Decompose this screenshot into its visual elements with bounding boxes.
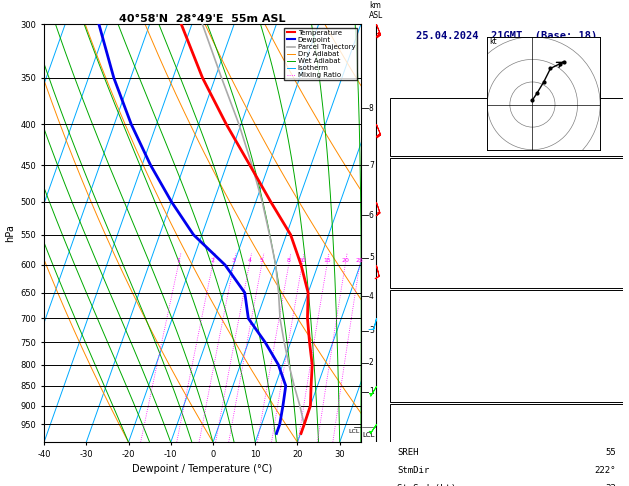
Text: StmSpd (kt): StmSpd (kt) [398,484,457,486]
Title: 40°58'N  28°49'E  55m ASL: 40°58'N 28°49'E 55m ASL [119,14,286,23]
Legend: Temperature, Dewpoint, Parcel Trajectory, Dry Adiabat, Wet Adiabat, Isotherm, Mi: Temperature, Dewpoint, Parcel Trajectory… [284,28,357,80]
Text: 1: 1 [369,387,374,396]
Text: StmDir: StmDir [398,466,430,475]
Text: 6: 6 [369,211,374,220]
Text: 3: 3 [231,258,236,263]
Text: θₑ (K): θₑ (K) [398,333,430,343]
Text: 4: 4 [369,292,374,301]
Bar [391,290,623,402]
Text: 15: 15 [605,105,616,114]
Text: 55: 55 [605,448,616,457]
Text: 418: 418 [599,369,616,379]
Text: Lifted Index: Lifted Index [398,238,462,246]
Text: 244: 244 [599,255,616,264]
Text: Temp (°C): Temp (°C) [398,184,446,192]
Text: Surface: Surface [487,160,525,169]
Text: 975: 975 [599,315,616,325]
Text: 222°: 222° [594,466,616,475]
Text: CIN (J): CIN (J) [398,273,435,282]
Text: 7: 7 [369,160,374,170]
Text: 20: 20 [342,258,349,263]
Text: 25.04.2024  21GMT  (Base: 18): 25.04.2024 21GMT (Base: 18) [416,31,597,40]
Text: Mixing Ratio (g/kg): Mixing Ratio (g/kg) [409,197,418,270]
Text: 33: 33 [605,484,616,486]
Text: 25: 25 [356,258,364,263]
Text: 1: 1 [176,258,181,263]
Text: SREH: SREH [398,448,419,457]
Text: km
ASL: km ASL [369,0,382,20]
Text: 10: 10 [298,258,306,263]
Text: Pressure (mb): Pressure (mb) [398,315,467,325]
Text: PW (cm): PW (cm) [398,141,435,150]
Bar [391,404,623,486]
Text: Totals Totals: Totals Totals [398,123,467,132]
Text: 2: 2 [369,358,374,367]
Bar [391,158,623,288]
Text: Dewp (°C): Dewp (°C) [398,202,446,210]
Text: © weatheronline.co.uk: © weatheronline.co.uk [458,431,555,440]
Text: 322: 322 [599,220,616,228]
Text: Most Unstable: Most Unstable [472,292,542,301]
Text: 8: 8 [369,104,374,113]
Text: LCL: LCL [362,433,375,438]
Text: CAPE (J): CAPE (J) [398,255,440,264]
Text: -3: -3 [605,351,616,361]
Text: 8: 8 [287,258,291,263]
Text: 20.1: 20.1 [594,184,616,192]
Text: 324: 324 [599,333,616,343]
Text: 5: 5 [260,258,264,263]
X-axis label: Dewpoint / Temperature (°C): Dewpoint / Temperature (°C) [132,465,272,474]
Text: 49: 49 [605,387,616,397]
Y-axis label: hPa: hPa [5,225,15,242]
Text: 4: 4 [247,258,251,263]
Text: 2: 2 [211,258,214,263]
Text: LCL: LCL [348,430,360,434]
Text: CAPE (J): CAPE (J) [398,369,440,379]
Text: 2.19: 2.19 [594,141,616,150]
Text: 53: 53 [605,123,616,132]
Text: 121: 121 [599,273,616,282]
Text: 3: 3 [369,326,374,335]
Text: θₑ(K): θₑ(K) [398,220,424,228]
Text: -2: -2 [605,238,616,246]
Text: 15: 15 [323,258,331,263]
Text: CIN (J): CIN (J) [398,387,435,397]
Text: K: K [398,105,403,114]
Text: 14.3: 14.3 [594,202,616,210]
Text: 5: 5 [369,253,374,262]
Bar [391,98,623,156]
Text: EH: EH [398,430,408,439]
Text: -100: -100 [594,430,616,439]
Text: Hodograph: Hodograph [482,406,531,416]
Text: Lifted Index: Lifted Index [398,351,462,361]
